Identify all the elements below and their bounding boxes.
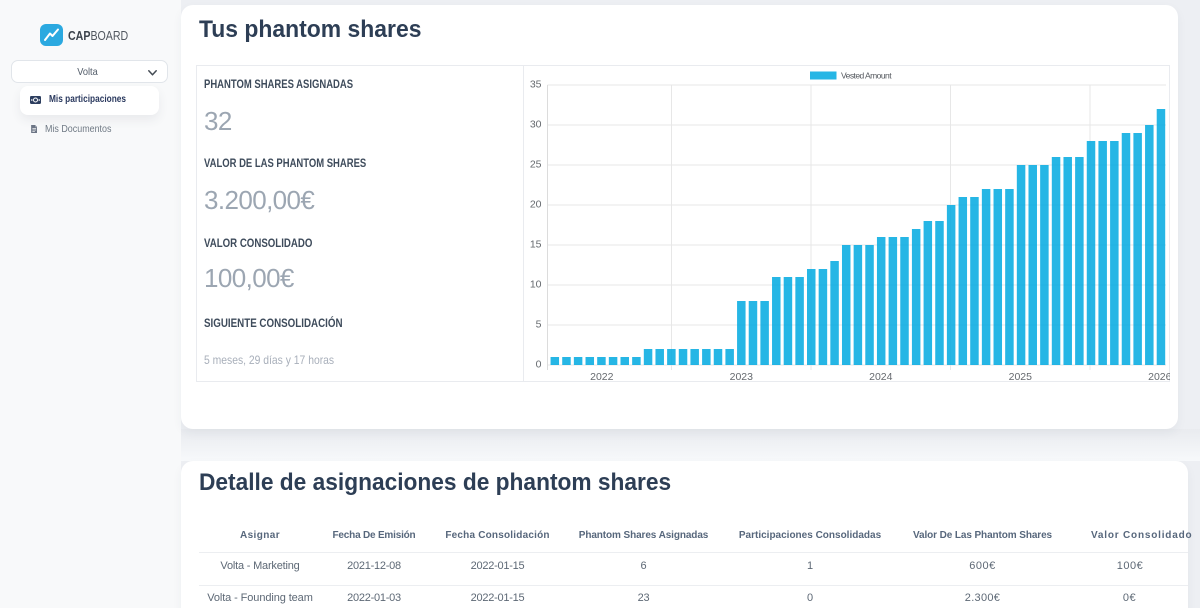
svg-text:0: 0: [536, 359, 542, 371]
svg-text:10: 10: [530, 279, 542, 291]
svg-text:20: 20: [530, 199, 542, 211]
svg-text:2024: 2024: [869, 371, 893, 382]
svg-text:2026: 2026: [1148, 371, 1170, 382]
svg-text:25: 25: [530, 159, 542, 171]
svg-text:Vested Amount: Vested Amount: [841, 70, 892, 80]
svg-text:2023: 2023: [730, 371, 754, 382]
svg-text:2022: 2022: [590, 371, 614, 382]
svg-text:35: 35: [530, 79, 542, 91]
svg-text:30: 30: [530, 119, 542, 131]
svg-text:5: 5: [536, 319, 542, 331]
svg-text:2025: 2025: [1009, 371, 1033, 382]
svg-text:15: 15: [530, 239, 542, 251]
